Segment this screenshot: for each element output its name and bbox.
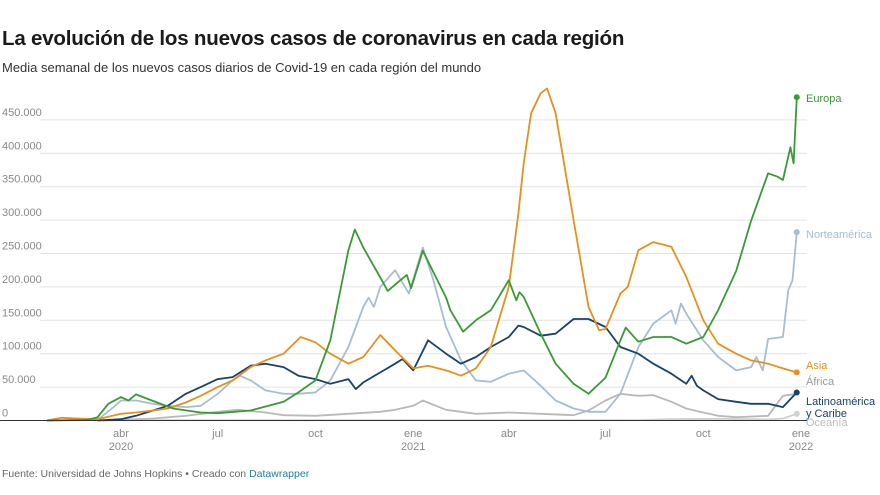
- chart-title: La evolución de los nuevos casos de coro…: [2, 27, 625, 50]
- series-label: Norteamérica: [806, 229, 873, 241]
- series-label: Oceanía: [806, 417, 848, 429]
- y-tick-label: 200.000: [2, 274, 42, 286]
- series-line-4: [97, 318, 798, 422]
- series-label: Asia: [806, 360, 828, 372]
- y-tick-label: 50.000: [2, 374, 36, 386]
- series-label: Europa: [806, 93, 842, 105]
- y-tick-label: 350.000: [2, 174, 42, 186]
- y-tick-label: 100.000: [2, 341, 42, 353]
- y-tick-label: 250.000: [2, 241, 42, 253]
- series-label: África: [806, 375, 835, 388]
- x-tick-label: jul: [211, 428, 223, 440]
- series-label: y Caribe: [806, 408, 847, 420]
- y-tick-label: 450.000: [2, 107, 42, 119]
- series-line-2: [46, 87, 798, 422]
- x-tick-year: 2022: [789, 441, 813, 453]
- x-tick-year: 2020: [109, 441, 133, 453]
- x-tick-label: abr: [113, 428, 129, 440]
- x-tick-label: ene: [792, 428, 810, 440]
- datawrapper-link[interactable]: Datawrapper: [249, 468, 310, 480]
- series-end-dot: [793, 389, 800, 396]
- y-tick-label: 150.000: [2, 307, 42, 319]
- series-end-dot: [793, 410, 800, 417]
- series-end-dot: [793, 94, 800, 101]
- x-tick-label: ene: [404, 428, 422, 440]
- x-tick-label: oct: [308, 428, 323, 440]
- x-tick-label: oct: [696, 428, 711, 440]
- series-line-5: [102, 412, 798, 422]
- y-tick-label: 400.000: [2, 140, 42, 152]
- y-tick-label: 0: [2, 408, 8, 420]
- series-label: Latinoamérica: [806, 396, 876, 408]
- series-end-dot: [793, 229, 800, 236]
- footer: Fuente: Universidad de Johns Hopkins • C…: [2, 468, 309, 480]
- series-line-1: [46, 232, 798, 422]
- series-end-dot: [793, 369, 800, 376]
- x-tick-label: jul: [599, 428, 611, 440]
- source-note: Fuente: Universidad de Johns Hopkins • C…: [2, 468, 250, 480]
- y-tick-label: 300.000: [2, 207, 42, 219]
- x-tick-year: 2021: [401, 441, 425, 453]
- series-line-3: [102, 392, 797, 422]
- chart-subtitle: Media semanal de los nuevos casos diario…: [2, 60, 482, 75]
- series-line-0: [46, 97, 798, 422]
- x-tick-label: abr: [501, 428, 517, 440]
